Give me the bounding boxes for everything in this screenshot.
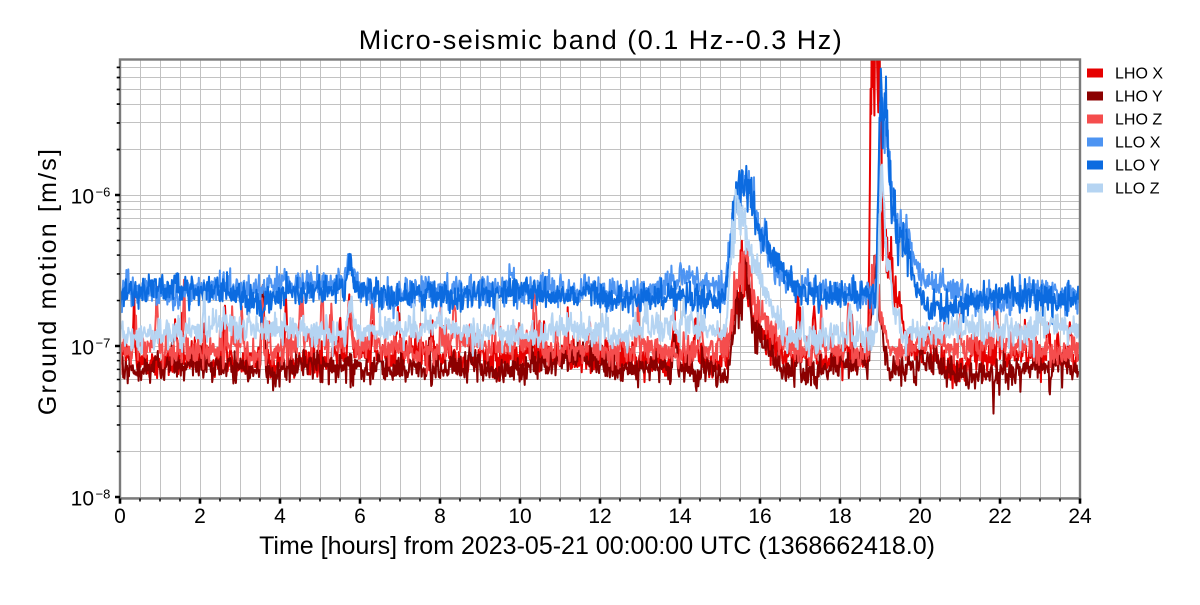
svg-text:LHO X: LHO X [1115, 66, 1163, 83]
svg-text:−6: −6 [96, 185, 111, 200]
svg-text:Ground motion [m/s]: Ground motion [m/s] [34, 147, 62, 415]
svg-text:12: 12 [588, 505, 611, 528]
svg-text:2: 2 [194, 505, 206, 528]
svg-text:8: 8 [434, 505, 446, 528]
svg-text:10: 10 [508, 505, 531, 528]
svg-text:16: 16 [748, 505, 771, 528]
svg-text:0: 0 [114, 505, 126, 528]
svg-text:24: 24 [1068, 505, 1092, 528]
svg-text:22: 22 [988, 505, 1011, 528]
svg-text:LHO Y: LHO Y [1115, 89, 1163, 106]
svg-text:20: 20 [908, 505, 931, 528]
svg-text:LLO Z: LLO Z [1115, 181, 1160, 198]
svg-text:−7: −7 [96, 336, 111, 351]
svg-text:4: 4 [274, 505, 286, 528]
svg-text:LHO Z: LHO Z [1115, 112, 1162, 129]
svg-text:LLO X: LLO X [1115, 135, 1161, 152]
svg-text:18: 18 [828, 505, 851, 528]
svg-text:Time [hours] from 2023-05-21 0: Time [hours] from 2023-05-21 00:00:00 UT… [259, 532, 935, 560]
svg-text:10: 10 [71, 186, 94, 209]
svg-text:14: 14 [668, 505, 692, 528]
svg-text:6: 6 [354, 505, 366, 528]
svg-text:−8: −8 [96, 487, 111, 502]
svg-text:Micro-seismic band (0.1 Hz--0.: Micro-seismic band (0.1 Hz--0.3 Hz) [359, 25, 844, 55]
svg-text:LLO Y: LLO Y [1115, 158, 1160, 175]
svg-text:10: 10 [71, 337, 94, 360]
svg-text:10: 10 [71, 488, 94, 511]
